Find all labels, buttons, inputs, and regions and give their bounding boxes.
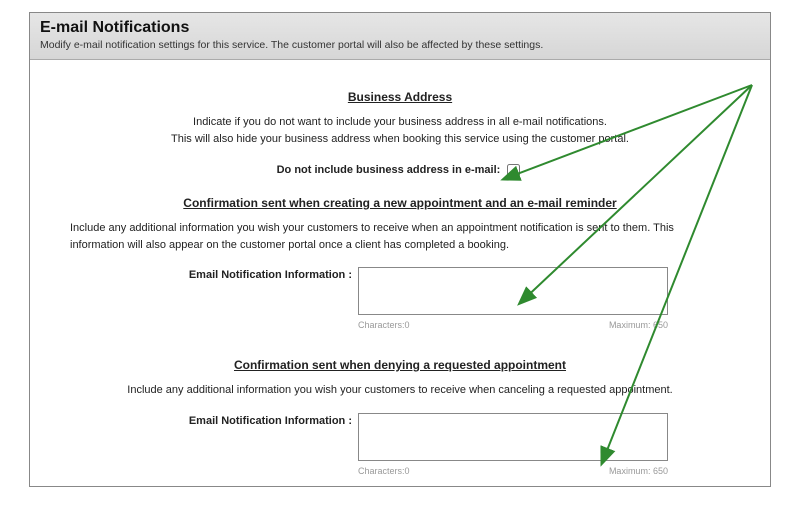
confirm-deny-field-row: Email Notification Information : Charact… xyxy=(52,413,748,476)
section-business-address-heading: Business Address xyxy=(52,90,748,104)
section-confirm-create-heading: Confirmation sent when creating a new ap… xyxy=(52,196,748,210)
section-confirm-create-desc: Include any additional information you w… xyxy=(70,220,730,253)
section-confirm-deny-heading: Confirmation sent when denying a request… xyxy=(52,358,748,372)
confirm-deny-textarea[interactable] xyxy=(358,413,668,461)
panel-header: E-mail Notifications Modify e-mail notif… xyxy=(30,13,770,60)
confirm-deny-counter: Characters:0 Maximum: 650 xyxy=(358,466,668,476)
confirm-create-field-row: Email Notification Information : Charact… xyxy=(52,267,748,330)
confirm-create-max: Maximum: 650 xyxy=(609,320,668,330)
confirm-deny-field-wrap: Characters:0 Maximum: 650 xyxy=(358,413,668,476)
business-address-desc-line1: Indicate if you do not want to include y… xyxy=(193,116,607,128)
page-title: E-mail Notifications xyxy=(40,19,760,37)
confirm-deny-char-count: Characters:0 xyxy=(358,466,410,476)
confirm-create-field-wrap: Characters:0 Maximum: 650 xyxy=(358,267,668,330)
confirm-create-char-count: Characters:0 xyxy=(358,320,410,330)
confirm-create-field-label: Email Notification Information : xyxy=(52,267,358,281)
section-confirm-deny-desc: Include any additional information you w… xyxy=(80,382,720,399)
exclude-address-label-text: Do not include business address in e-mai… xyxy=(277,164,501,176)
business-address-desc-line2: This will also hide your business addres… xyxy=(171,133,629,145)
exclude-address-label[interactable]: Do not include business address in e-mai… xyxy=(277,164,524,176)
page-subtitle: Modify e-mail notification settings for … xyxy=(40,39,760,51)
exclude-address-checkbox[interactable] xyxy=(507,164,520,177)
confirm-deny-field-label: Email Notification Information : xyxy=(52,413,358,427)
panel-content: Business Address Indicate if you do not … xyxy=(30,60,770,486)
confirm-create-textarea[interactable] xyxy=(358,267,668,315)
exclude-address-row: Do not include business address in e-mai… xyxy=(52,161,748,180)
confirm-create-counter: Characters:0 Maximum: 650 xyxy=(358,320,668,330)
confirm-deny-max: Maximum: 650 xyxy=(609,466,668,476)
settings-panel: E-mail Notifications Modify e-mail notif… xyxy=(29,12,771,487)
section-business-address-desc: Indicate if you do not want to include y… xyxy=(80,114,720,147)
